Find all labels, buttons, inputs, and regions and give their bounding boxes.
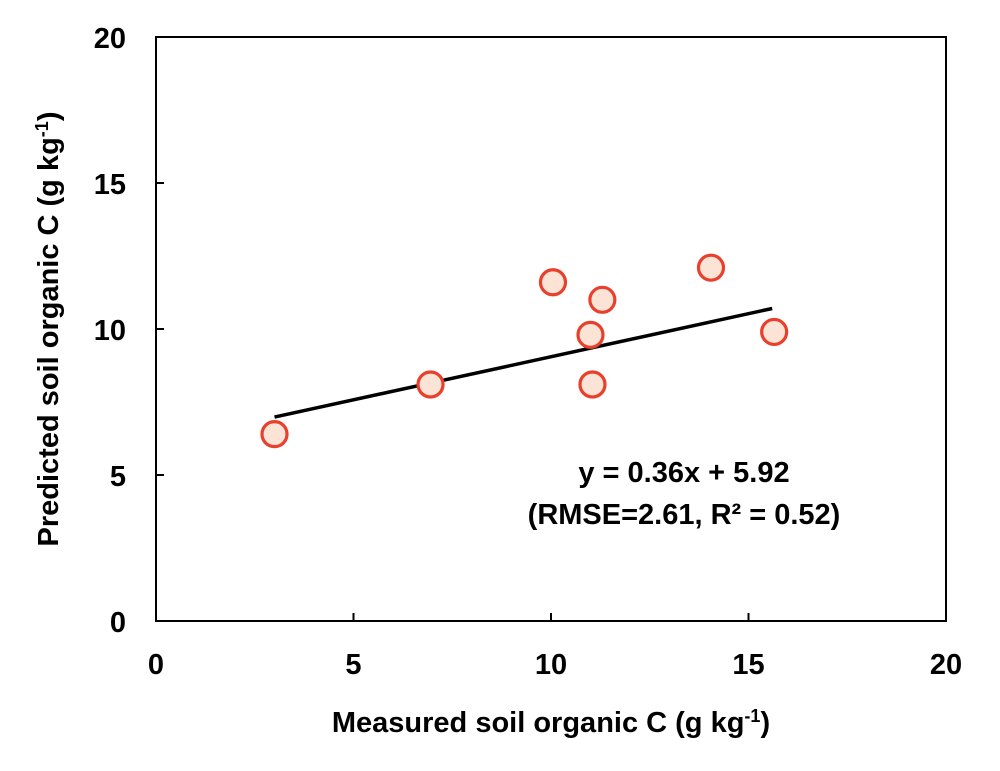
x-tick-label: 5 xyxy=(345,649,361,681)
data-point xyxy=(576,320,605,349)
y-tick-label: 15 xyxy=(94,169,126,201)
plot-area-frame xyxy=(155,36,947,622)
y-tick-label: 20 xyxy=(94,23,126,55)
y-tick-label: 10 xyxy=(94,315,126,347)
data-point xyxy=(760,317,789,347)
data-point xyxy=(578,370,607,399)
x-axis-ticks: 0 5 10 15 20 xyxy=(148,613,962,681)
x-tick-label: 0 xyxy=(148,649,164,681)
y-axis-title: Predicted soil organic C (g kg-1) xyxy=(32,112,65,547)
regression-equation: y = 0.36x + 5.92 xyxy=(578,457,789,489)
x-tick-label: 20 xyxy=(930,649,962,681)
regression-stats: (RMSE=2.61, R² = 0.52) xyxy=(528,499,841,531)
y-tick-label: 0 xyxy=(110,607,126,639)
data-point xyxy=(538,268,568,297)
x-axis-title: Measured soil organic C (g kg-1) xyxy=(332,706,770,739)
data-point xyxy=(588,285,617,314)
x-tick-label: 10 xyxy=(535,649,567,681)
trendline xyxy=(274,306,773,419)
data-points xyxy=(260,253,789,449)
data-point xyxy=(696,253,726,282)
y-tick-label: 5 xyxy=(110,461,126,493)
y-axis-ticks: 0 5 10 15 20 xyxy=(94,23,164,639)
data-point xyxy=(416,370,445,399)
x-tick-label: 15 xyxy=(732,649,764,681)
data-point xyxy=(260,420,289,449)
